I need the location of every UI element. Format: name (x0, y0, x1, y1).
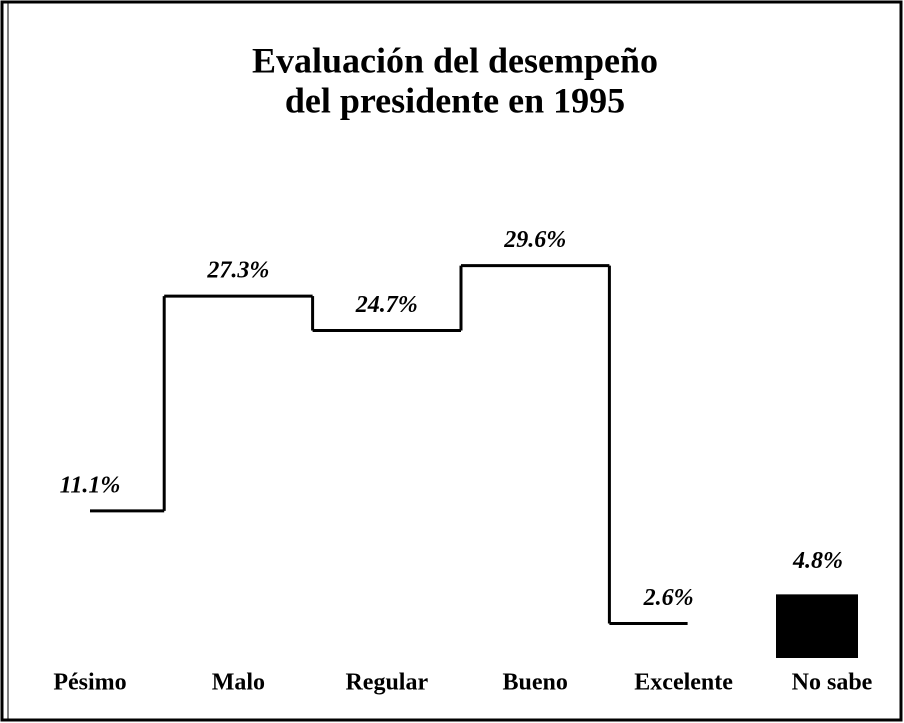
value-label: 24.7% (355, 292, 418, 318)
x-tick-label: No sabe (792, 670, 873, 696)
bar (776, 594, 858, 658)
x-tick-label: Bueno (503, 670, 568, 696)
x-tick-label: Regular (345, 670, 428, 696)
value-label: 27.3% (206, 258, 269, 284)
value-label: 29.6% (503, 227, 566, 253)
chart-title: del presidente en 1995 (285, 80, 625, 120)
x-tick-label: Malo (212, 670, 265, 696)
x-tick-label: Pésimo (53, 670, 126, 696)
chart-title: Evaluación del desempeño (252, 40, 658, 80)
value-label: 4.8% (792, 548, 843, 574)
value-label: 11.1% (60, 472, 121, 498)
x-tick-label: Excelente (634, 670, 733, 696)
value-label: 2.6% (643, 585, 694, 611)
